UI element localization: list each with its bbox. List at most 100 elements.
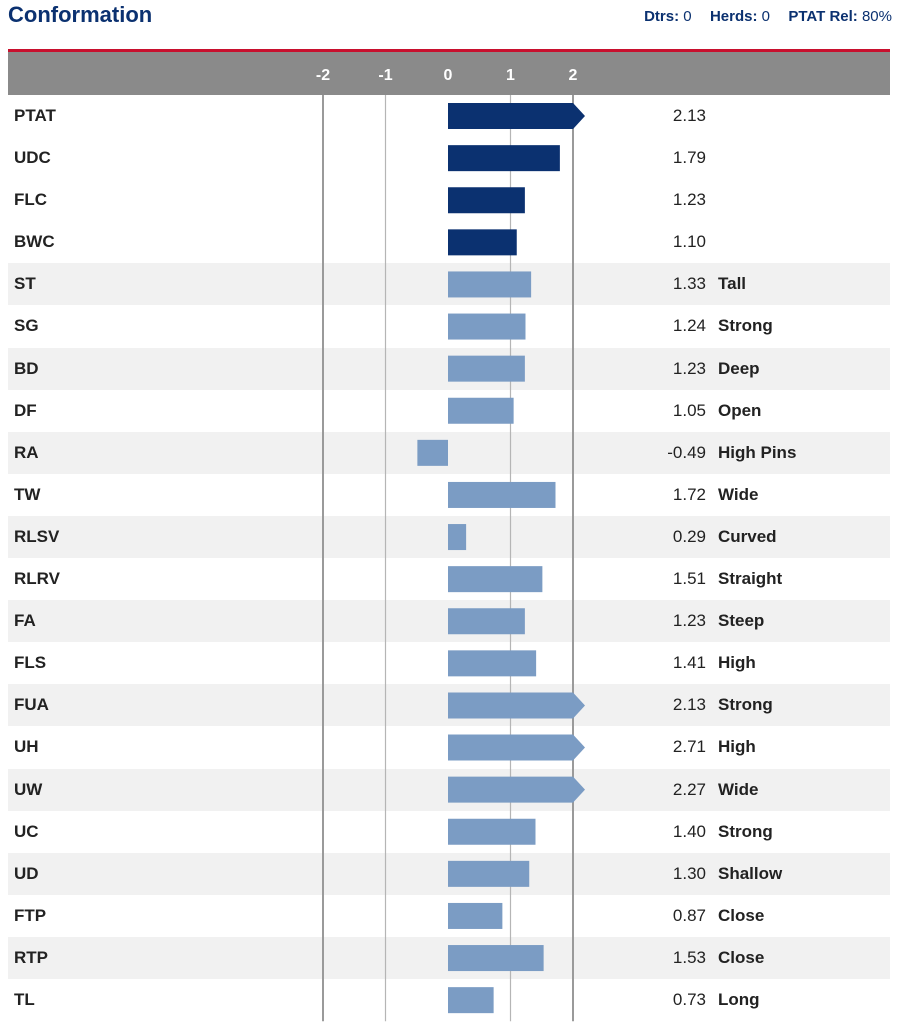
trait-description: Straight — [718, 569, 783, 589]
trait-value: 0.87 — [672, 905, 706, 925]
trait-value: 2.13 — [672, 106, 706, 125]
trait-label: PTAT — [14, 106, 56, 125]
bar — [448, 271, 532, 298]
trait-description: Open — [718, 400, 762, 420]
trait-description: Close — [718, 947, 765, 967]
trait-description: Curved — [718, 526, 777, 546]
trait-label: RLRV — [14, 569, 60, 589]
trait-label: FA — [14, 611, 36, 631]
trait-value: 1.41 — [672, 653, 706, 673]
trait-label: FLC — [14, 190, 48, 210]
table-row: UH 2.71 High — [8, 726, 890, 769]
dtrs-label: Dtrs: — [644, 8, 680, 25]
trait-label: UD — [14, 863, 39, 883]
trait-label: SG — [14, 316, 39, 336]
trait-label: UH — [14, 737, 39, 757]
trait-label: UW — [14, 779, 43, 799]
trait-label: FTP — [14, 905, 47, 925]
rel-label: PTAT Rel: — [788, 8, 858, 25]
bar — [448, 818, 536, 845]
trait-label: RLSV — [14, 526, 60, 546]
page-title: Conformation — [8, 2, 153, 27]
trait-description: Strong — [718, 821, 773, 841]
trait-value: -0.49 — [667, 442, 706, 462]
trait-label: ST — [14, 274, 36, 294]
bar — [448, 313, 526, 340]
trait-description: Tall — [718, 274, 747, 294]
trait-label: TW — [14, 484, 41, 504]
trait-description: High — [718, 653, 756, 673]
trait-description: Wide — [718, 779, 759, 799]
trait-value: 2.71 — [672, 737, 706, 757]
trait-description: Shallow — [718, 863, 783, 883]
trait-value: 1.05 — [672, 400, 706, 420]
trait-description: High — [718, 737, 756, 757]
table-row: RA -0.49 High Pins — [8, 431, 890, 474]
bar — [448, 945, 544, 972]
summary-stats: Dtrs: 0 Herds: 0 PTAT Rel: 80% — [644, 8, 892, 25]
table-row: PTAT 2.13 — [8, 95, 890, 137]
rel-value: 80% — [861, 8, 892, 25]
bar — [448, 566, 543, 593]
x-tick-label: -2 — [316, 67, 330, 84]
trait-description: Strong — [718, 316, 773, 336]
trait-value: 2.27 — [672, 779, 706, 799]
trait-label: UDC — [14, 148, 51, 168]
bar — [448, 187, 525, 214]
trait-description: Deep — [718, 358, 760, 378]
trait-value: 1.51 — [672, 569, 706, 589]
trait-value: 2.13 — [672, 695, 706, 715]
table-row: BWC 1.10 — [8, 221, 890, 263]
bar — [448, 397, 514, 424]
table-row: FLC 1.23 — [8, 179, 890, 221]
trait-label: BWC — [14, 232, 55, 252]
table-row: FA 1.23 Steep — [8, 600, 890, 643]
bar — [448, 608, 525, 635]
trait-value: 1.79 — [672, 148, 706, 168]
trait-label: FUA — [14, 695, 49, 715]
x-tick-label: -1 — [378, 67, 392, 84]
bar — [448, 229, 517, 256]
trait-description: Close — [718, 905, 765, 925]
bar — [448, 734, 585, 761]
accent-divider — [8, 49, 890, 52]
trait-description: Steep — [718, 611, 765, 631]
bar — [417, 439, 448, 466]
trait-label: DF — [14, 400, 37, 420]
trait-value: 1.40 — [672, 821, 706, 841]
trait-description: Long — [718, 989, 760, 1009]
bar — [448, 355, 525, 382]
trait-value: 1.23 — [672, 190, 706, 210]
trait-description: Wide — [718, 484, 759, 504]
bar — [448, 524, 467, 551]
trait-label: FLS — [14, 653, 47, 673]
trait-label: RTP — [14, 947, 48, 967]
bar — [448, 103, 585, 130]
trait-value: 1.53 — [672, 947, 706, 967]
bar — [448, 776, 585, 803]
herds-value: 0 — [761, 8, 770, 25]
bar — [448, 987, 494, 1014]
trait-value: 0.73 — [672, 989, 706, 1009]
x-tick-label: 2 — [569, 67, 578, 84]
herds-label: Herds: — [709, 8, 758, 25]
trait-description: Strong — [718, 695, 773, 715]
bar — [448, 145, 560, 172]
bar — [448, 692, 585, 719]
trait-label: TL — [14, 989, 35, 1009]
trait-label: UC — [14, 821, 39, 841]
table-row: UDC 1.79 — [8, 137, 890, 179]
trait-value: 1.23 — [672, 358, 706, 378]
trait-label: RA — [14, 442, 39, 462]
axis-header-band — [8, 52, 890, 95]
bar — [448, 481, 556, 508]
trait-value: 1.23 — [672, 611, 706, 631]
trait-description: High Pins — [718, 442, 797, 462]
trait-value: 1.24 — [672, 316, 706, 336]
trait-value: 1.30 — [672, 863, 706, 883]
trait-value: 0.29 — [672, 526, 706, 546]
trait-label: BD — [14, 358, 39, 378]
trait-value: 1.10 — [672, 232, 706, 252]
bar — [448, 860, 530, 887]
